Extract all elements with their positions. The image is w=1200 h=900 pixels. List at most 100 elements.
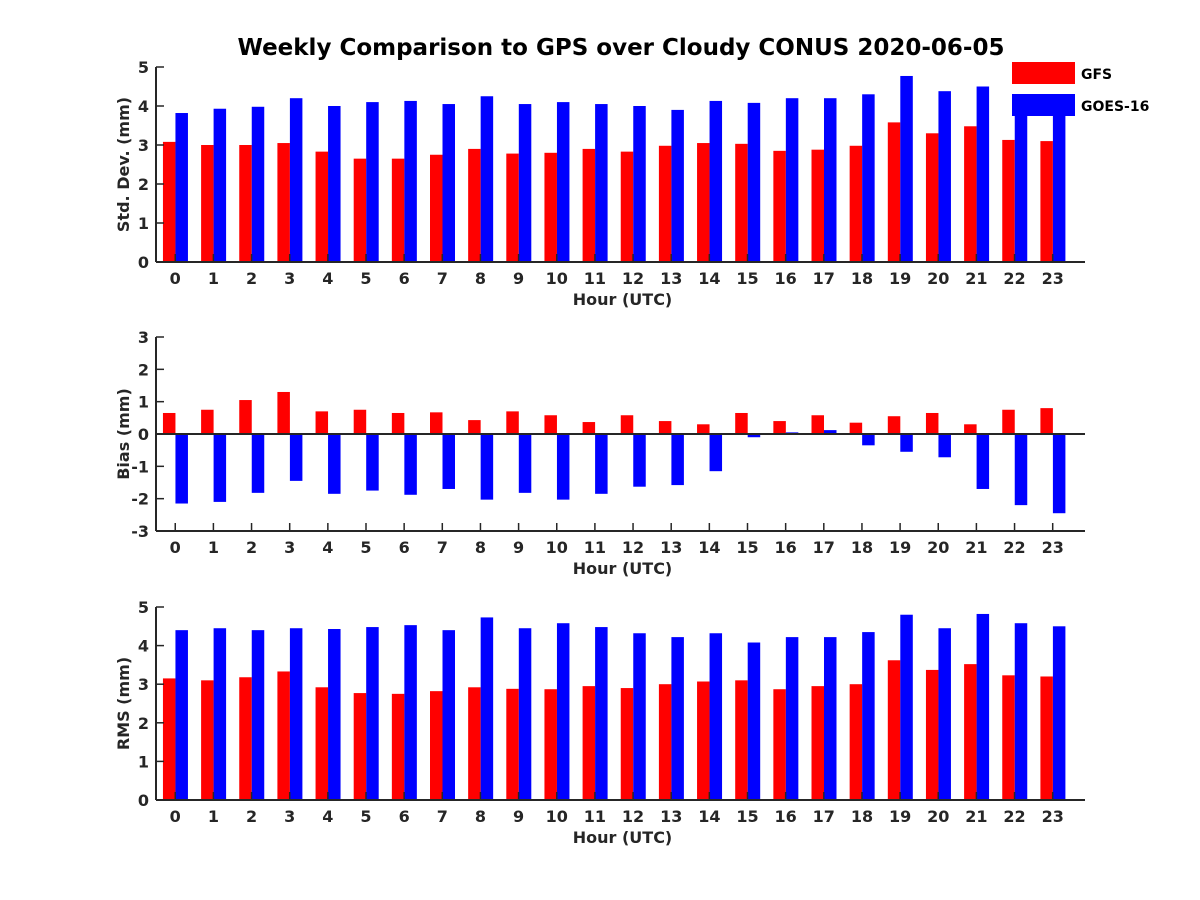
bar-goes16-hour-23 <box>1052 434 1066 514</box>
bar-goes16-hour-0 <box>175 113 188 263</box>
bar-goes16-hour-8 <box>480 96 494 262</box>
bar-gfs-hour-22 <box>1002 409 1015 434</box>
bar-gfs-hour-12 <box>620 151 634 262</box>
bar-goes16-hour-6 <box>404 100 417 263</box>
x-tick-label: 22 <box>1003 269 1025 288</box>
y-tick-label: 0 <box>138 253 149 272</box>
bar-goes16-hour-19 <box>900 75 913 262</box>
bar-goes16-hour-4 <box>328 434 341 494</box>
y-tick-label: 4 <box>138 637 149 656</box>
bar-gfs-hour-17 <box>811 686 824 800</box>
x-tick-label: 17 <box>813 538 835 557</box>
bar-goes16-hour-3 <box>289 628 303 800</box>
x-tick-label: 14 <box>698 269 720 288</box>
x-tick-label: 21 <box>965 538 987 557</box>
bar-gfs-hour-17 <box>811 149 824 262</box>
bar-gfs-hour-13 <box>658 684 672 800</box>
x-tick-label: 3 <box>284 538 295 557</box>
x-tick-label: 5 <box>360 269 371 288</box>
y-tick-label: 3 <box>138 136 149 155</box>
bar-goes16-hour-6 <box>404 625 417 800</box>
x-tick-label: 1 <box>208 269 219 288</box>
legend-label-goes16: GOES-16 <box>1081 99 1149 115</box>
bar-goes16-hour-0 <box>175 434 188 504</box>
y-tick-label: 5 <box>138 598 149 617</box>
x-tick-label: 16 <box>775 538 797 557</box>
bar-gfs-hour-5 <box>353 409 367 434</box>
x-tick-label: 8 <box>475 807 486 826</box>
x-tick-label: 8 <box>475 538 486 557</box>
bar-gfs-hour-15 <box>735 680 748 800</box>
bar-goes16-hour-16 <box>785 98 799 262</box>
bar-goes16-hour-10 <box>556 102 570 262</box>
y-tick-label: 1 <box>138 393 149 412</box>
chart-title: Weekly Comparison to GPS over Cloudy CON… <box>238 35 1005 61</box>
bar-gfs-hour-0 <box>162 412 176 434</box>
bar-gfs-hour-8 <box>468 420 481 434</box>
bar-gfs-hour-11 <box>582 422 596 434</box>
bar-goes16-hour-9 <box>518 628 532 800</box>
x-tick-label: 7 <box>437 807 448 826</box>
x-tick-label: 5 <box>360 807 371 826</box>
bar-goes16-hour-13 <box>671 434 684 486</box>
x-axis-label: Hour (UTC) <box>573 290 673 309</box>
bar-gfs-hour-1 <box>201 145 214 262</box>
bar-gfs-hour-12 <box>620 415 634 434</box>
bar-gfs-hour-12 <box>620 688 634 800</box>
x-tick-label: 18 <box>851 538 873 557</box>
bar-gfs-hour-20 <box>925 133 939 262</box>
x-tick-label: 7 <box>437 538 448 557</box>
bar-gfs-hour-18 <box>849 145 863 262</box>
bar-gfs-hour-22 <box>1002 139 1015 262</box>
x-tick-label: 11 <box>584 807 606 826</box>
x-tick-label: 2 <box>246 269 257 288</box>
bar-gfs-hour-4 <box>315 411 329 434</box>
x-tick-label: 2 <box>246 538 257 557</box>
bar-gfs-hour-3 <box>277 143 290 262</box>
y-tick-label: 0 <box>138 425 149 444</box>
bar-gfs-hour-14 <box>697 143 710 262</box>
bar-goes16-hour-14 <box>709 100 723 263</box>
bar-gfs-hour-22 <box>1002 675 1015 800</box>
x-tick-label: 5 <box>360 538 371 557</box>
bar-gfs-hour-15 <box>735 143 748 262</box>
bar-goes16-hour-14 <box>709 633 723 800</box>
bar-goes16-hour-13 <box>671 109 684 263</box>
bar-gfs-hour-11 <box>582 686 596 800</box>
bar-goes16-hour-6 <box>404 434 417 495</box>
legend: GFS GOES-16 <box>1012 62 1149 116</box>
bar-gfs-hour-8 <box>468 687 481 800</box>
bar-goes16-hour-19 <box>900 614 913 800</box>
bar-gfs-hour-14 <box>697 424 710 434</box>
bar-goes16-hour-23 <box>1052 104 1066 262</box>
bar-goes16-hour-22 <box>1014 623 1028 800</box>
bar-gfs-hour-10 <box>544 415 557 434</box>
bar-gfs-hour-5 <box>353 158 367 262</box>
bar-gfs-hour-6 <box>391 412 405 434</box>
bar-goes16-hour-8 <box>480 434 494 500</box>
bar-goes16-hour-17 <box>824 430 837 434</box>
y-axis-label: RMS (mm) <box>114 657 133 750</box>
x-tick-label: 22 <box>1003 538 1025 557</box>
bar-gfs-hour-21 <box>964 126 977 262</box>
bar-gfs-hour-7 <box>430 154 443 262</box>
bar-goes16-hour-22 <box>1014 434 1028 506</box>
bar-goes16-hour-23 <box>1052 626 1066 800</box>
x-tick-label: 19 <box>889 807 911 826</box>
bar-goes16-hour-3 <box>289 434 303 481</box>
y-tick-label: -2 <box>131 490 149 509</box>
x-tick-label: 12 <box>622 807 644 826</box>
x-tick-label: 12 <box>622 538 644 557</box>
x-tick-label: 15 <box>736 269 758 288</box>
bar-gfs-hour-13 <box>658 145 672 262</box>
bar-gfs-hour-19 <box>887 122 901 262</box>
bar-goes16-hour-21 <box>976 613 990 800</box>
x-tick-label: 10 <box>546 269 568 288</box>
bar-goes16-hour-11 <box>595 104 608 262</box>
bar-goes16-hour-12 <box>633 434 646 487</box>
bar-gfs-hour-1 <box>201 409 214 434</box>
